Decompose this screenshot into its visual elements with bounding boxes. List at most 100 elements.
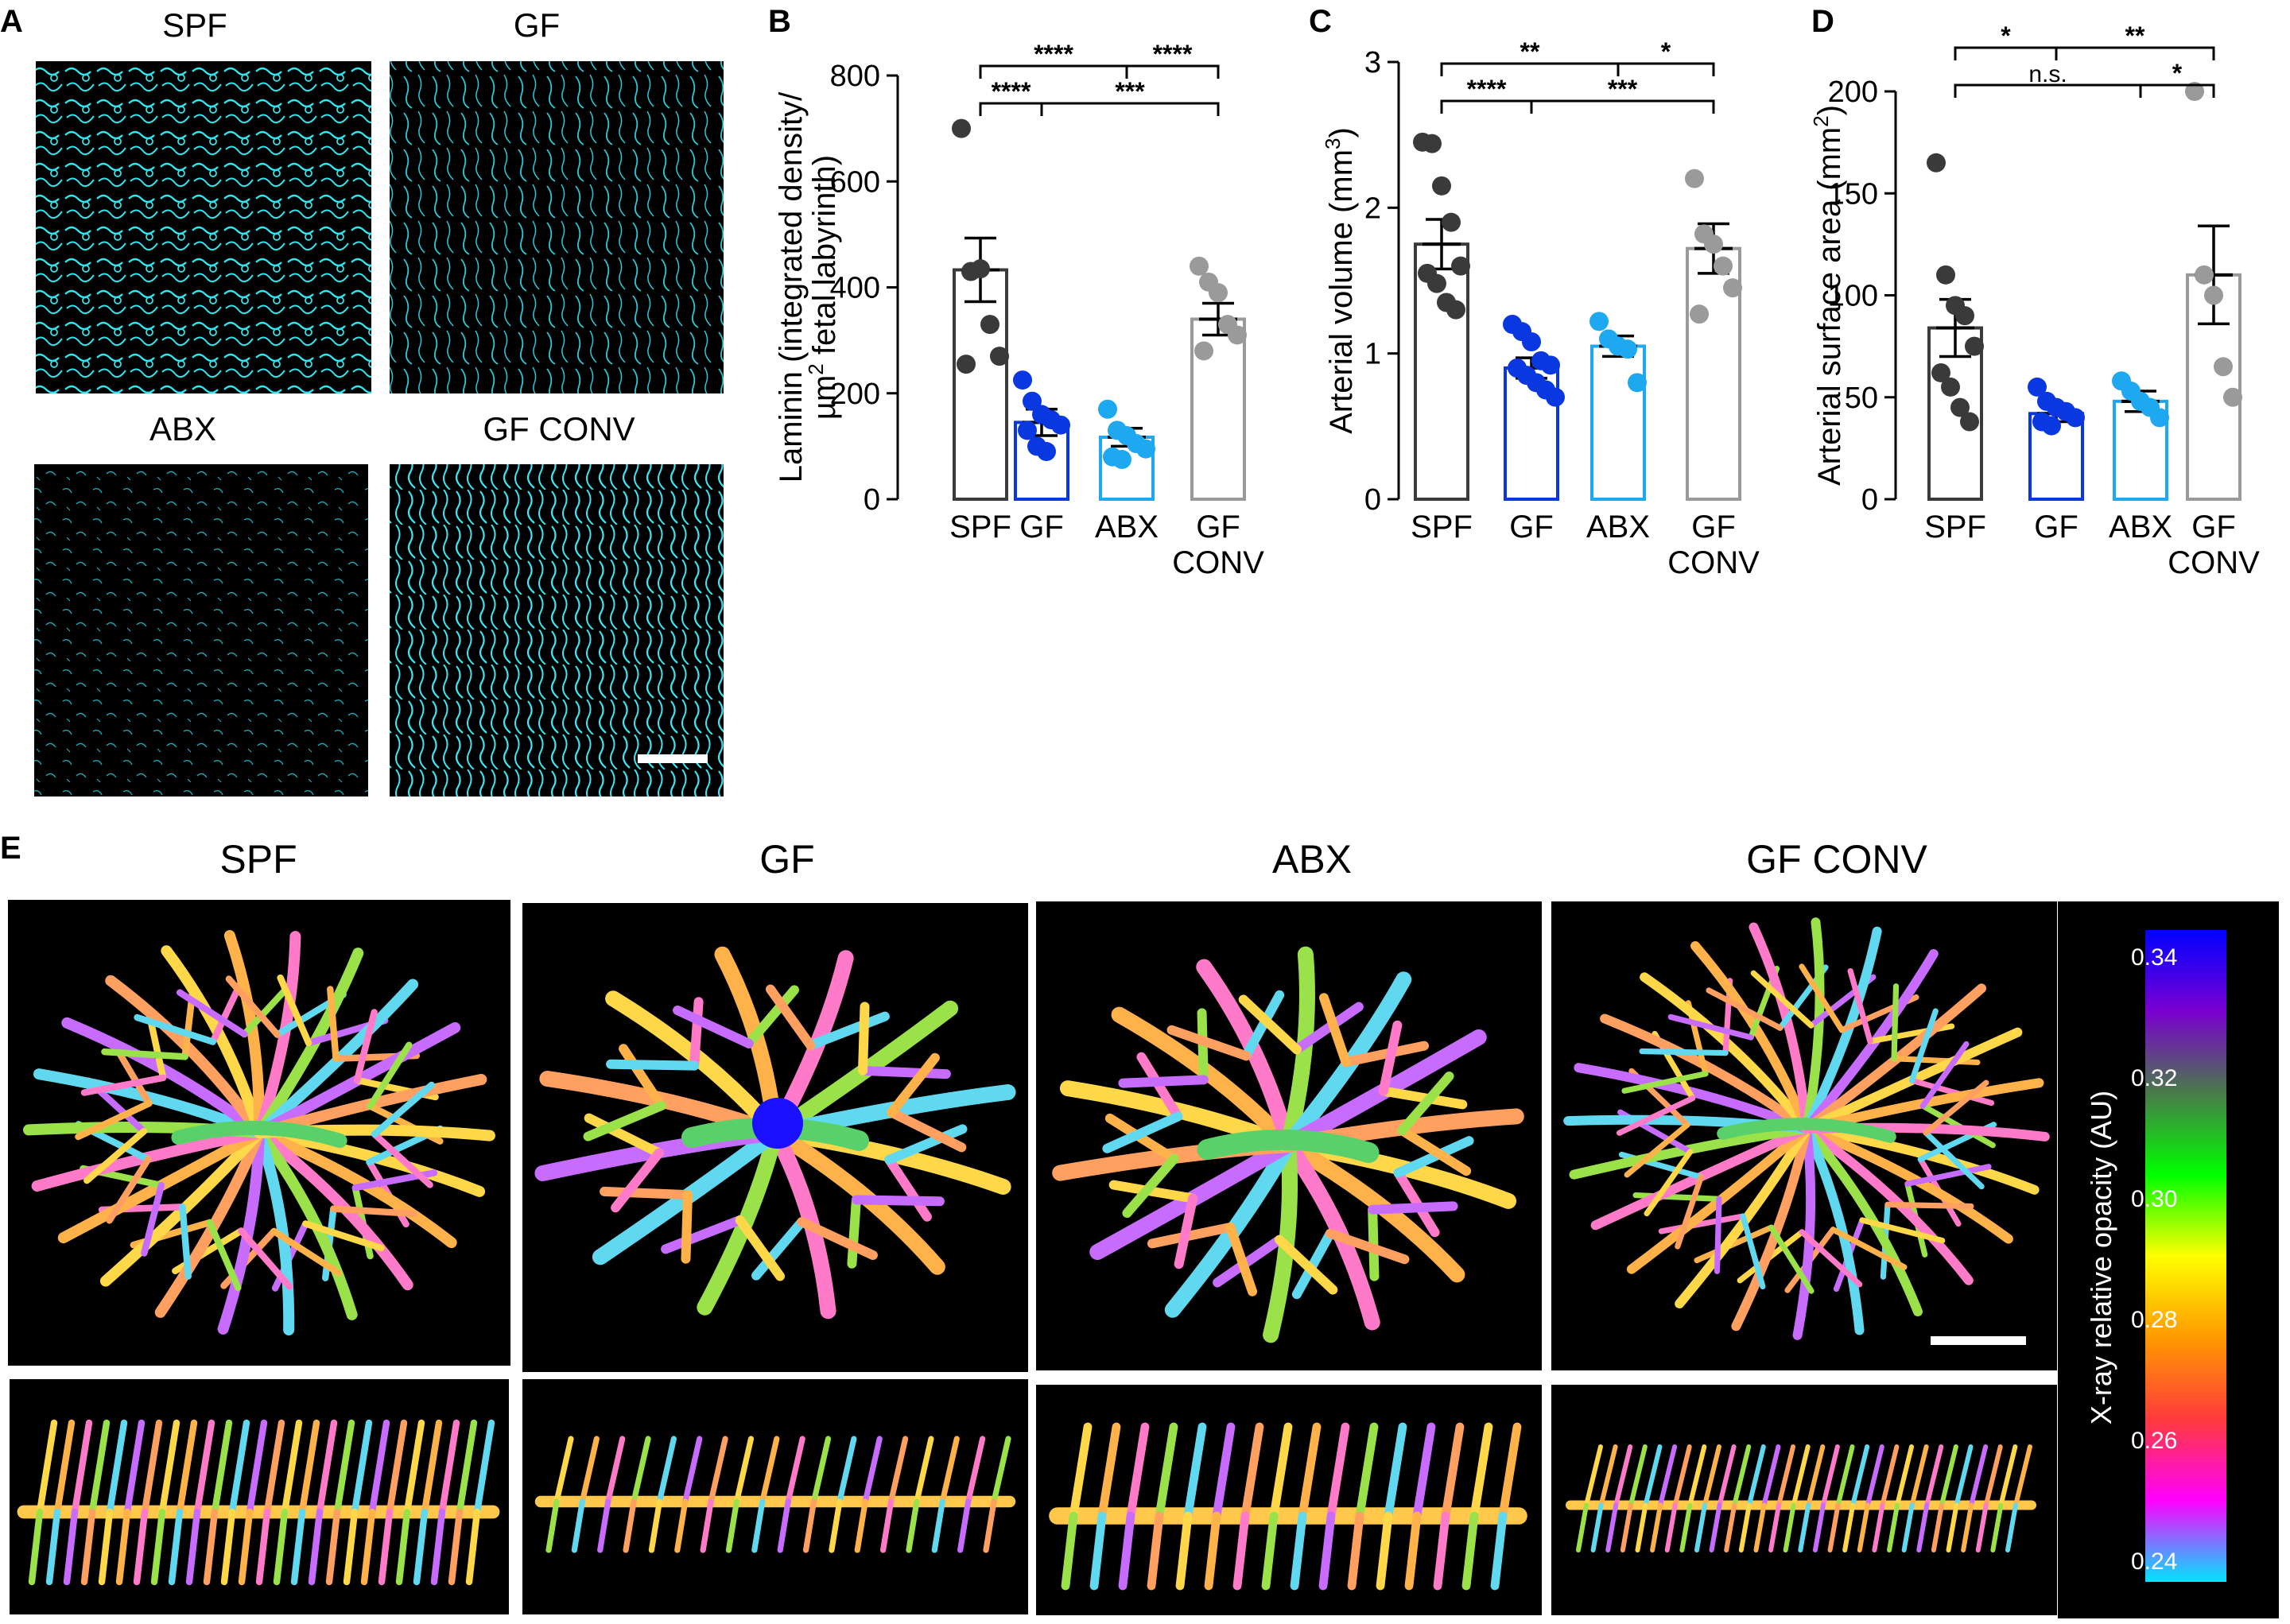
cast-side-branch [1872,1502,1885,1552]
cast-branch [767,1125,836,1320]
cast-side-branch [106,1419,128,1516]
cast-side-branch [1850,1444,1870,1508]
data-point [1228,325,1247,345]
cast-branch [1196,959,1296,1153]
cast-side-branch [1204,1511,1221,1591]
cast-side-branch [1998,1444,2018,1508]
cast-side-branch [1412,1422,1436,1521]
cast-branch [1802,1124,1923,1316]
cast-branch [270,1227,343,1277]
cast-side-branch [176,1419,198,1516]
cast-branch [1280,1029,1487,1153]
cast-branch [225,975,281,1038]
data-point [2028,377,2047,397]
cast-branch [1325,1228,1410,1265]
cast-branch [1104,1113,1179,1164]
cast-label-abx: ABX [1272,837,1352,882]
cast-side-branch [448,1508,464,1586]
cast-side-branch [1909,1444,1929,1508]
cast-side-branch [378,1508,394,1586]
cast-branch [1658,1213,1746,1234]
cast-side-branch [343,1508,359,1586]
cast-branch [134,1014,216,1045]
cast-side-branch [1732,1444,1752,1508]
cast-side-branch [133,1508,149,1586]
cast-branch [327,986,340,1062]
cast-branch [1667,1014,1754,1041]
cast-side-branch [465,1508,481,1586]
data-point [1112,450,1131,470]
cast-side-branch [1613,1444,1633,1508]
cast-side-branch [1089,1511,1107,1591]
cast-branch [887,1052,940,1118]
cast-branch [1616,1095,1696,1136]
cast-side-branch [1290,1511,1307,1591]
cast-branch [1397,1071,1454,1136]
panel-e: SPF GF ABX GF CONV X-ray relative opacit… [8,837,2279,1618]
cast-side-branch [1658,1444,1678,1508]
y-axis-label-line1: Laminin (integrated density/ [774,91,809,483]
cast-branch [1241,990,1285,1061]
data-point [1941,377,1960,397]
data-point [1023,391,1042,411]
cast-side-branch [1990,1502,2004,1552]
cast-side-art-gf [534,1436,1016,1553]
cast-branch [743,985,799,1048]
cast-branch [1393,1136,1474,1178]
panel-letter-d: D [1811,4,1834,39]
cast-side-branch [80,1508,96,1586]
cast-side-branch [931,1498,945,1553]
data-point [1950,397,1970,417]
cast-branch [254,1127,358,1320]
data-point [1190,256,1209,276]
cast-branch [851,1195,945,1207]
cast-side-branch [1147,1511,1164,1591]
data-point [980,315,999,335]
cast-side-branch [605,1436,626,1505]
cast-side-gf-conv [1551,1385,2057,1615]
bar-spf [953,268,1008,501]
cast-branch [1904,1164,1992,1187]
cast-branch [1675,1124,1811,1309]
colorbar-tick-label: 0.32 [2131,1065,2177,1091]
cast-branch [179,1203,192,1280]
cast-side-branch [1126,1422,1150,1521]
colorbar-tick-label: 0.28 [2131,1307,2177,1333]
cast-branch [1802,1124,1865,1335]
data-point [2066,408,2085,428]
cast-side-branch [1880,1444,1900,1508]
panel-letter-a: A [0,4,23,39]
data-point [1618,339,1637,359]
cast-branch [101,1048,188,1060]
cast-branch [1118,1075,1209,1088]
cast-branch [1590,1124,1811,1231]
data-point [1442,212,1461,232]
cast-branch [611,1148,664,1213]
cast-side-branch [255,1508,271,1586]
cast-branch [1275,1234,1338,1295]
y-tick-label: 0 [864,483,880,517]
cast-side-branch [623,1498,637,1553]
cast-side-branch [53,1419,76,1516]
cast-side-branch [906,1498,920,1553]
cast-side-branch [631,1436,651,1505]
cast-side-branch [1498,1422,1522,1521]
cast-side-branch [2013,1444,2032,1508]
cast-branch [1213,1234,1285,1288]
cast-branch [1923,1079,1989,1136]
cast-side-branch [1097,1422,1121,1521]
significance-bracket [1617,62,1715,76]
x-tick-label: ABX [1586,510,1650,545]
cast-scale-bar [1931,1336,2026,1345]
data-point [957,355,976,374]
cast-side-branch [1404,1511,1422,1591]
cast-side-branch [1931,1502,1944,1552]
cast-branch [176,989,248,1038]
cast-branch [1859,1217,1946,1244]
cast-side-branch [810,1436,832,1505]
data-point [1018,421,1037,440]
chart-laminin: 0 200 400 600 800 Laminin (integrated density… [774,40,1264,580]
cast-side-branch [1347,1511,1364,1591]
cast-branch [1147,1222,1236,1249]
cast-side-branch [316,1419,338,1516]
